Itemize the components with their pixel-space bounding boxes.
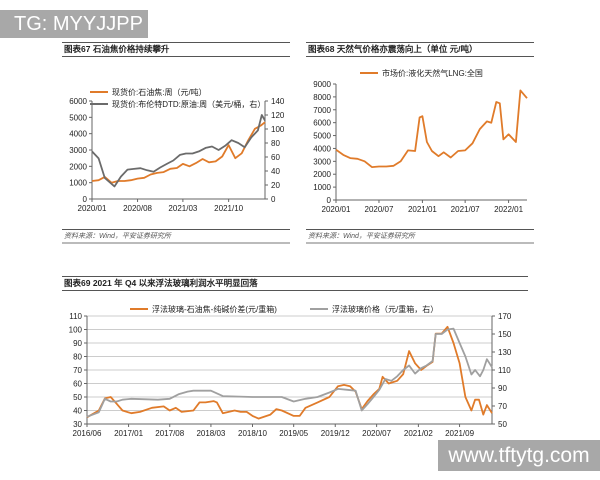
x-tick-label: 2020/07 <box>362 429 391 438</box>
y-tick-label: 6000 <box>69 97 87 106</box>
y-tick-label: 2000 <box>313 170 331 179</box>
y2-tick-label: 110 <box>498 366 511 375</box>
legend-label: 浮法玻璃-石油焦-纯碱价差(元/重箱) <box>152 304 277 314</box>
x-tick-label: 2021/07 <box>451 205 480 214</box>
y-tick-label: 2000 <box>69 162 87 171</box>
x-tick-label: 2022/01 <box>494 205 523 214</box>
x-tick-label: 2017/08 <box>155 429 184 438</box>
chart-panel-69: 图表69 2021 年 Q4 以来浮法玻璃利润水平明显回落 <box>62 276 528 292</box>
x-tick-label: 2019/05 <box>279 429 308 438</box>
chart-title: 图表67 石油焦价格持续攀升 <box>62 43 290 57</box>
y-tick-label: 70 <box>73 366 82 375</box>
watermark-bottom: www.tftytg.com <box>438 440 600 471</box>
chart-source: 资料来源：Wind，平安证券研究所 <box>306 229 534 244</box>
y2-tick-label: 100 <box>271 125 285 134</box>
y-tick-label: 0 <box>83 195 88 204</box>
y-tick-label: 5000 <box>69 113 87 122</box>
y-tick-label: 5000 <box>313 132 331 141</box>
chart-panel-67: 图表67 石油焦价格持续攀升 资料来源：Wind，平安证券研究所 <box>62 42 290 244</box>
y-tick-label: 9000 <box>313 80 331 89</box>
x-tick-label: 2017/01 <box>114 429 143 438</box>
y-tick-label: 8000 <box>313 93 331 102</box>
y-tick-label: 50 <box>73 393 82 402</box>
y-tick-label: 3000 <box>69 146 87 155</box>
y2-tick-label: 80 <box>271 139 280 148</box>
y-tick-label: 1000 <box>69 179 87 188</box>
y2-tick-label: 0 <box>271 195 276 204</box>
y2-tick-label: 130 <box>498 348 512 357</box>
y-tick-label: 3000 <box>313 157 331 166</box>
y-tick-label: 100 <box>69 326 83 335</box>
y-tick-label: 40 <box>73 407 82 416</box>
y2-tick-label: 150 <box>498 330 512 339</box>
legend-label: 市场价:液化天然气LNG:全国 <box>382 68 483 78</box>
chart-title: 图表69 2021 年 Q4 以来浮法玻璃利润水平明显回落 <box>62 277 528 291</box>
y-tick-label: 0 <box>327 196 332 205</box>
y-tick-label: 1000 <box>313 183 331 192</box>
series-line <box>86 325 493 420</box>
x-tick-label: 2020/08 <box>123 204 152 213</box>
y2-tick-label: 20 <box>271 181 280 190</box>
y2-tick-label: 60 <box>271 153 280 162</box>
x-tick-label: 2021/10 <box>214 204 243 213</box>
y2-tick-label: 50 <box>498 420 507 429</box>
y2-tick-label: 120 <box>271 111 285 120</box>
x-tick-label: 2021/09 <box>445 429 474 438</box>
x-tick-label: 2018/03 <box>196 429 225 438</box>
chart-panel-68: 图表68 天然气价格亦震荡向上（单位 元/吨） 资料来源：Wind，平安证券研究… <box>306 42 534 244</box>
y-tick-label: 60 <box>73 380 82 389</box>
series-line <box>91 114 266 188</box>
watermark-top: TG: MYYJJPP <box>0 10 148 38</box>
y-tick-label: 4000 <box>313 144 331 153</box>
x-tick-label: 2018/10 <box>238 429 267 438</box>
y-tick-label: 4000 <box>69 130 87 139</box>
x-tick-label: 2021/01 <box>408 205 437 214</box>
x-tick-label: 2016/06 <box>73 429 102 438</box>
y-tick-label: 110 <box>69 312 82 321</box>
y2-tick-label: 140 <box>271 97 285 106</box>
y2-tick-label: 70 <box>498 402 507 411</box>
series-line <box>91 121 266 184</box>
series-line <box>86 327 493 418</box>
x-tick-label: 2021/03 <box>168 204 197 213</box>
legend-label: 现货价:布伦特DTD:原油:周（美元/桶，右） <box>112 99 265 109</box>
series-line <box>335 89 528 169</box>
legend-label: 现货价:石油焦:周（元/吨） <box>112 87 207 97</box>
y-tick-label: 30 <box>73 420 82 429</box>
y2-tick-label: 90 <box>498 384 507 393</box>
x-tick-label: 2020/07 <box>365 205 394 214</box>
x-tick-label: 2020/01 <box>322 205 351 214</box>
legend-label: 浮法玻璃价格（元/重箱，右） <box>332 304 438 314</box>
chart-title: 图表68 天然气价格亦震荡向上（单位 元/吨） <box>306 43 534 57</box>
y-tick-label: 7000 <box>313 106 331 115</box>
x-tick-label: 2019/12 <box>321 429 350 438</box>
y-tick-label: 80 <box>73 353 82 362</box>
y2-tick-label: 40 <box>271 167 280 176</box>
chart-source: 资料来源：Wind，平安证券研究所 <box>62 229 290 244</box>
y2-tick-label: 170 <box>498 312 512 321</box>
x-tick-label: 2021/02 <box>404 429 433 438</box>
x-tick-label: 2020/01 <box>78 204 107 213</box>
y-tick-label: 6000 <box>313 119 331 128</box>
y-tick-label: 90 <box>73 339 82 348</box>
